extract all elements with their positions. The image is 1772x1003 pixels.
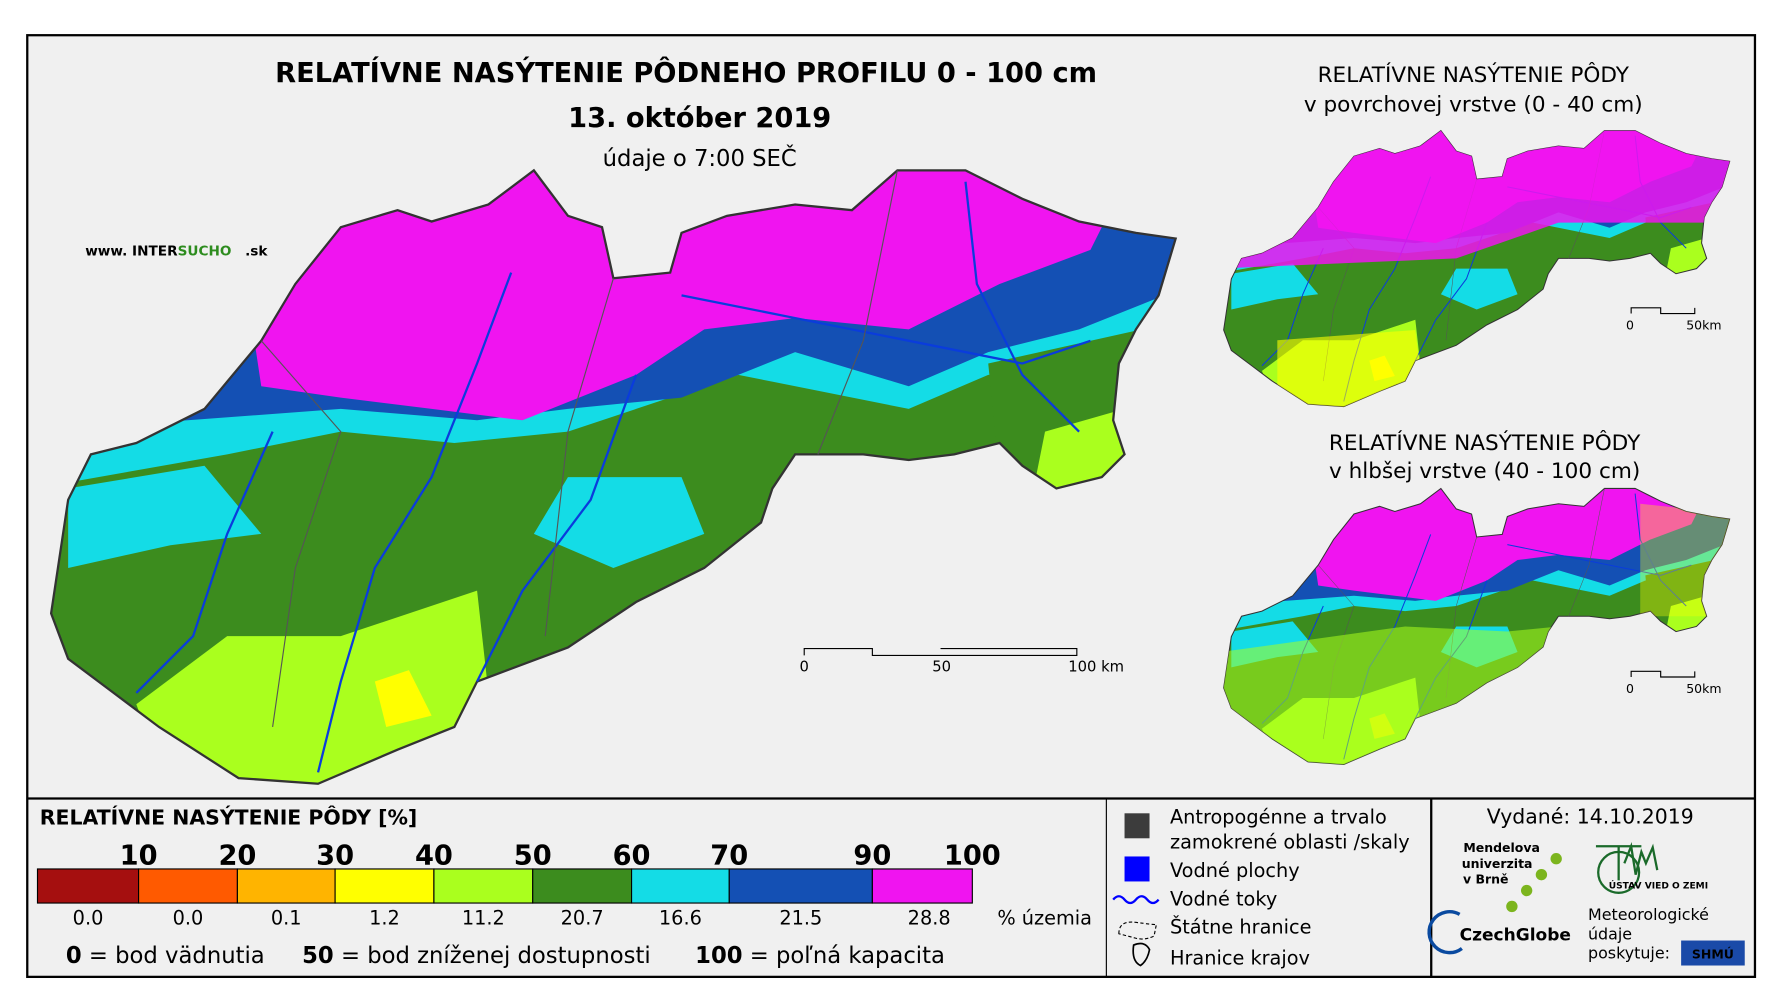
inset-title: v povrchovej vrstve (0 - 40 cm) xyxy=(1304,92,1643,117)
legend-swatch xyxy=(36,868,140,904)
note-value: 100 xyxy=(695,943,742,969)
legend-title: RELATÍVNE NASÝTENIE PÔDY [%] xyxy=(40,805,418,830)
legend-threshold: 40 xyxy=(415,840,453,871)
time-note: údaje o 7:00 SEČ xyxy=(603,144,797,172)
legend-share: 20.7 xyxy=(561,907,604,930)
inset-title: RELATÍVNE NASÝTENIE PÔDY xyxy=(1318,62,1630,88)
symbol-region xyxy=(1132,942,1151,967)
legend-threshold: 20 xyxy=(218,840,256,871)
legend-note: 50 = bod zníženej dostupnosti xyxy=(302,943,651,969)
legend-threshold: 100 xyxy=(944,840,1001,871)
legend-share: 11.2 xyxy=(462,907,505,930)
legend-note: 100 = poľná kapacita xyxy=(695,943,945,969)
inset-scale-bar xyxy=(1630,670,1696,678)
symbol-urban xyxy=(1124,813,1150,839)
legend-swatch xyxy=(532,868,633,904)
scale-label: 0 xyxy=(800,658,809,675)
legend-swatch xyxy=(433,868,534,904)
ustav-logo xyxy=(1597,850,1641,894)
credit: SHMÚ xyxy=(1692,947,1734,962)
symbol-label: Vodné plochy xyxy=(1170,859,1300,882)
symbol-river xyxy=(1112,895,1160,905)
symbol-label: Antropogénne a trvalo xyxy=(1170,806,1387,829)
credit: údaje xyxy=(1588,924,1632,943)
legend-swatch xyxy=(630,868,730,904)
scale-label: 0 xyxy=(1626,317,1634,332)
legend-unit: % územia xyxy=(997,907,1092,930)
note-text: = bod zníženej dostupnosti xyxy=(341,943,651,969)
inset-title: RELATÍVNE NASÝTENIE PÔDY xyxy=(1329,430,1641,456)
credit: Mendelova xyxy=(1463,840,1540,855)
symbol-water-body xyxy=(1124,856,1150,882)
legend-threshold: 90 xyxy=(853,840,891,871)
symbol-label: Vodné toky xyxy=(1170,887,1277,910)
credit: Meteorologické xyxy=(1588,905,1709,924)
issued: Vydané: 14.10.2019 xyxy=(1487,805,1694,829)
note-text: = bod vädnutia xyxy=(89,943,265,969)
legend-threshold: 30 xyxy=(316,840,354,871)
scale-label: 50 xyxy=(932,658,951,675)
legend-swatch xyxy=(138,868,238,904)
main-scale-bar xyxy=(803,648,1078,656)
website-prefix: www. INTER xyxy=(85,244,178,260)
mendel-dots xyxy=(1506,853,1562,913)
website: www. INTERSUCHO .sk xyxy=(85,244,268,260)
legend-share: 1.2 xyxy=(369,907,400,930)
symbol-label: Štátne hranice xyxy=(1170,915,1312,939)
legend-threshold: 50 xyxy=(514,840,552,871)
czechglobe-logo xyxy=(1427,910,1463,955)
credit: poskytuje: xyxy=(1588,944,1670,963)
note-text: = poľná kapacita xyxy=(750,943,945,969)
legend-swatch xyxy=(728,868,873,904)
credit: univerzita xyxy=(1462,856,1533,871)
date: 13. október 2019 xyxy=(568,103,831,134)
inset-title: v hlbšej vrstve (40 - 100 cm) xyxy=(1329,459,1640,484)
note-value: 50 xyxy=(302,943,334,969)
inset-scale-bar xyxy=(1630,307,1696,315)
credit: v Brně xyxy=(1463,872,1509,887)
scale-label: 50km xyxy=(1686,681,1721,696)
legend-threshold: 10 xyxy=(120,840,158,871)
legend-share: 16.6 xyxy=(659,907,702,930)
shmu-logo xyxy=(1681,940,1745,966)
legend-share: 21.5 xyxy=(779,907,822,930)
symbol-border xyxy=(1118,921,1158,940)
scale-label: 0 xyxy=(1626,681,1634,696)
credit: CzechGlobe xyxy=(1460,926,1571,946)
symbol-label: Hranice krajov xyxy=(1170,946,1310,969)
legend-share: 0.1 xyxy=(271,907,302,930)
symbol-label: zamokrené oblasti /skaly xyxy=(1170,831,1410,854)
title: RELATÍVNE NASÝTENIE PÔDNEHO PROFILU 0 - … xyxy=(275,57,1097,89)
scale-label: 100 km xyxy=(1068,658,1124,675)
legend-swatch xyxy=(334,868,435,904)
note-value: 0 xyxy=(66,943,82,969)
scale-label: 50km xyxy=(1686,317,1721,332)
legend-share: 0.0 xyxy=(73,907,104,930)
legend-swatch xyxy=(236,868,336,904)
website-highlight: SUCHO xyxy=(178,244,232,260)
legend-note: 0 = bod vädnutia xyxy=(66,943,265,969)
credit: ÚSTAV VIED O ZEMI xyxy=(1609,879,1708,891)
legend-swatch xyxy=(871,868,973,904)
legend-share: 0.0 xyxy=(173,907,204,930)
website-suffix: .sk xyxy=(245,244,268,260)
legend-threshold: 70 xyxy=(710,840,748,871)
legend-share: 28.8 xyxy=(908,907,951,930)
legend-scale: 0.0 0.0 0.1 1.2 11.2 20.7 16.6 21.5 28.8 10 20 30 40… xyxy=(36,840,1001,930)
legend-threshold: 60 xyxy=(613,840,651,871)
